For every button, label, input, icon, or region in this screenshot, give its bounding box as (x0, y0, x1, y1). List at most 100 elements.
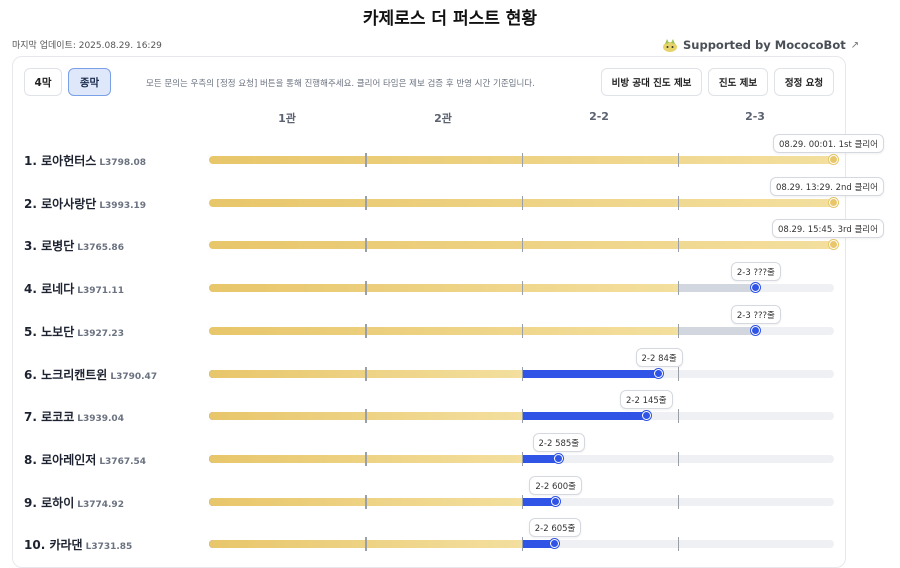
stage-label-2: 2관 (434, 112, 452, 125)
guild-level: L3774.92 (77, 500, 124, 510)
stage-divider (521, 196, 523, 210)
stage-divider (677, 409, 680, 423)
stage-divider (677, 153, 680, 167)
stage-divider (365, 238, 367, 252)
stage-divider (365, 196, 367, 210)
guild-name: 2. 로아사랑단 L3993.19 (24, 195, 146, 212)
guild-name: 4. 로네다 L3971.11 (24, 280, 124, 297)
progress-marker (829, 240, 838, 249)
guild-level: L3971.11 (77, 286, 124, 296)
progress-tooltip: 2-2 585줄 (532, 433, 586, 452)
stage-divider (677, 324, 680, 338)
stage-divider (365, 452, 367, 466)
guild-name: 6. 노크리캔트윈 L3790.47 (24, 366, 157, 383)
stage-divider (677, 452, 680, 466)
stage-divider (521, 367, 523, 381)
stage-divider (677, 281, 680, 295)
progress-marker (554, 454, 563, 463)
guild-level: L3927.23 (77, 329, 124, 339)
last-updated-text: 마지막 업데이트: 2025.08.29. 16:29 (12, 41, 162, 51)
stage-label-2-2: 2-2 (589, 110, 609, 123)
stage-divider (521, 409, 523, 423)
guild-name-text: 노크리캔트윈 (41, 368, 108, 382)
stage-divider (521, 452, 523, 466)
progress-marker (750, 326, 760, 335)
guild-name: 10. 카라댄 L3731.85 (24, 536, 132, 553)
progress-tooltip: 08.29. 15:45. 3rd 클리어 (772, 219, 884, 238)
stage-divider (365, 367, 367, 381)
stage-divider (521, 537, 523, 551)
tab-act4[interactable]: 4막 (24, 68, 62, 96)
guild-rank: 9. (24, 496, 37, 510)
supported-by-link[interactable]: Supported by MococoBot ↗ (662, 38, 859, 52)
correction-request-button[interactable]: 정정 요청 (774, 68, 834, 96)
guild-name-text: 노보단 (41, 325, 75, 339)
progress-fill-cleared (209, 327, 678, 335)
progress-tooltip: 2-2 145줄 (620, 390, 673, 409)
guild-name-text: 카라댄 (49, 538, 83, 552)
progress-tooltip: 2-3 ???줄 (730, 262, 781, 281)
guild-rank: 10. (24, 538, 46, 552)
guild-name-text: 로하이 (41, 496, 75, 510)
guild-level: L3798.08 (99, 158, 147, 168)
stage-divider (677, 537, 680, 551)
stage-divider (365, 537, 367, 551)
guild-name: 9. 로하이 L3774.92 (24, 494, 124, 511)
report-progress-button[interactable]: 진도 제보 (708, 68, 768, 96)
notice-text: 모든 문의는 우측의 [정정 요청] 버튼을 통해 진행해주세요. 클리어 타임… (146, 79, 535, 89)
guild-name-text: 로아사랑단 (41, 197, 97, 211)
guild-name-text: 로아레인저 (41, 453, 97, 467)
stage-label-2-3: 2-3 (745, 110, 765, 123)
progress-marker (550, 539, 560, 548)
stage-divider (521, 495, 523, 509)
guild-rank: 8. (24, 453, 37, 467)
guild-rank: 3. (24, 239, 37, 253)
guild-level: L3993.19 (99, 201, 147, 211)
page-title: 카제로스 더 퍼스트 현황 (362, 9, 538, 29)
progress-tooltip: 2-2 600줄 (529, 476, 583, 495)
guild-name: 8. 로아레인저 L3767.54 (24, 451, 146, 468)
progress-marker (641, 411, 651, 420)
guild-level: L3731.85 (85, 542, 133, 552)
stage-divider (365, 324, 367, 338)
progress-tooltip: 2-2 84줄 (635, 348, 683, 367)
guild-name-text: 로코코 (41, 410, 75, 424)
progress-marker (550, 497, 560, 506)
progress-tooltip: 2-3 ???줄 (730, 305, 781, 324)
stage-divider (677, 495, 680, 509)
guild-rank: 5. (24, 325, 37, 339)
supported-by-label: Supported by MococoBot (683, 38, 846, 52)
guild-name: 1. 로아헌터스 L3798.08 (24, 152, 146, 169)
stage-divider (365, 409, 367, 423)
progress-marker (829, 155, 838, 164)
progress-marker (654, 369, 663, 378)
external-link-icon: ↗ (850, 39, 860, 51)
guild-name-text: 로네다 (41, 282, 75, 296)
stage-label-1: 1관 (278, 112, 296, 125)
stage-divider (677, 238, 680, 252)
stage-divider (677, 196, 680, 210)
stage-divider (521, 153, 523, 167)
stage-divider (521, 324, 523, 338)
progress-tooltip: 08.29. 00:01. 1st 클리어 (773, 134, 884, 153)
progress-fill-cleared (209, 284, 678, 292)
report-private-progress-button[interactable]: 비방 공대 진도 제보 (601, 68, 702, 96)
guild-rank: 1. (24, 154, 37, 168)
guild-level: L3765.86 (77, 243, 124, 253)
stage-divider (521, 281, 523, 295)
stage-divider (365, 495, 367, 509)
progress-tooltip: 2-2 605줄 (528, 518, 582, 537)
guild-name-text: 로아헌터스 (41, 154, 97, 168)
guild-rank: 7. (24, 410, 37, 424)
tab-final-act[interactable]: 종막 (68, 68, 111, 96)
progress-card (12, 56, 846, 568)
guild-rank: 4. (24, 282, 37, 296)
guild-level: L3767.54 (99, 457, 147, 467)
progress-tooltip: 08.29. 13:29. 2nd 클리어 (770, 177, 884, 196)
guild-name: 3. 로병단 L3765.86 (24, 237, 124, 254)
mococo-bot-icon (663, 39, 677, 52)
guild-name: 7. 로코코 L3939.04 (24, 408, 124, 425)
stage-divider (365, 153, 367, 167)
guild-name: 5. 노보단 L3927.23 (24, 323, 124, 340)
guild-name-text: 로병단 (41, 239, 75, 253)
